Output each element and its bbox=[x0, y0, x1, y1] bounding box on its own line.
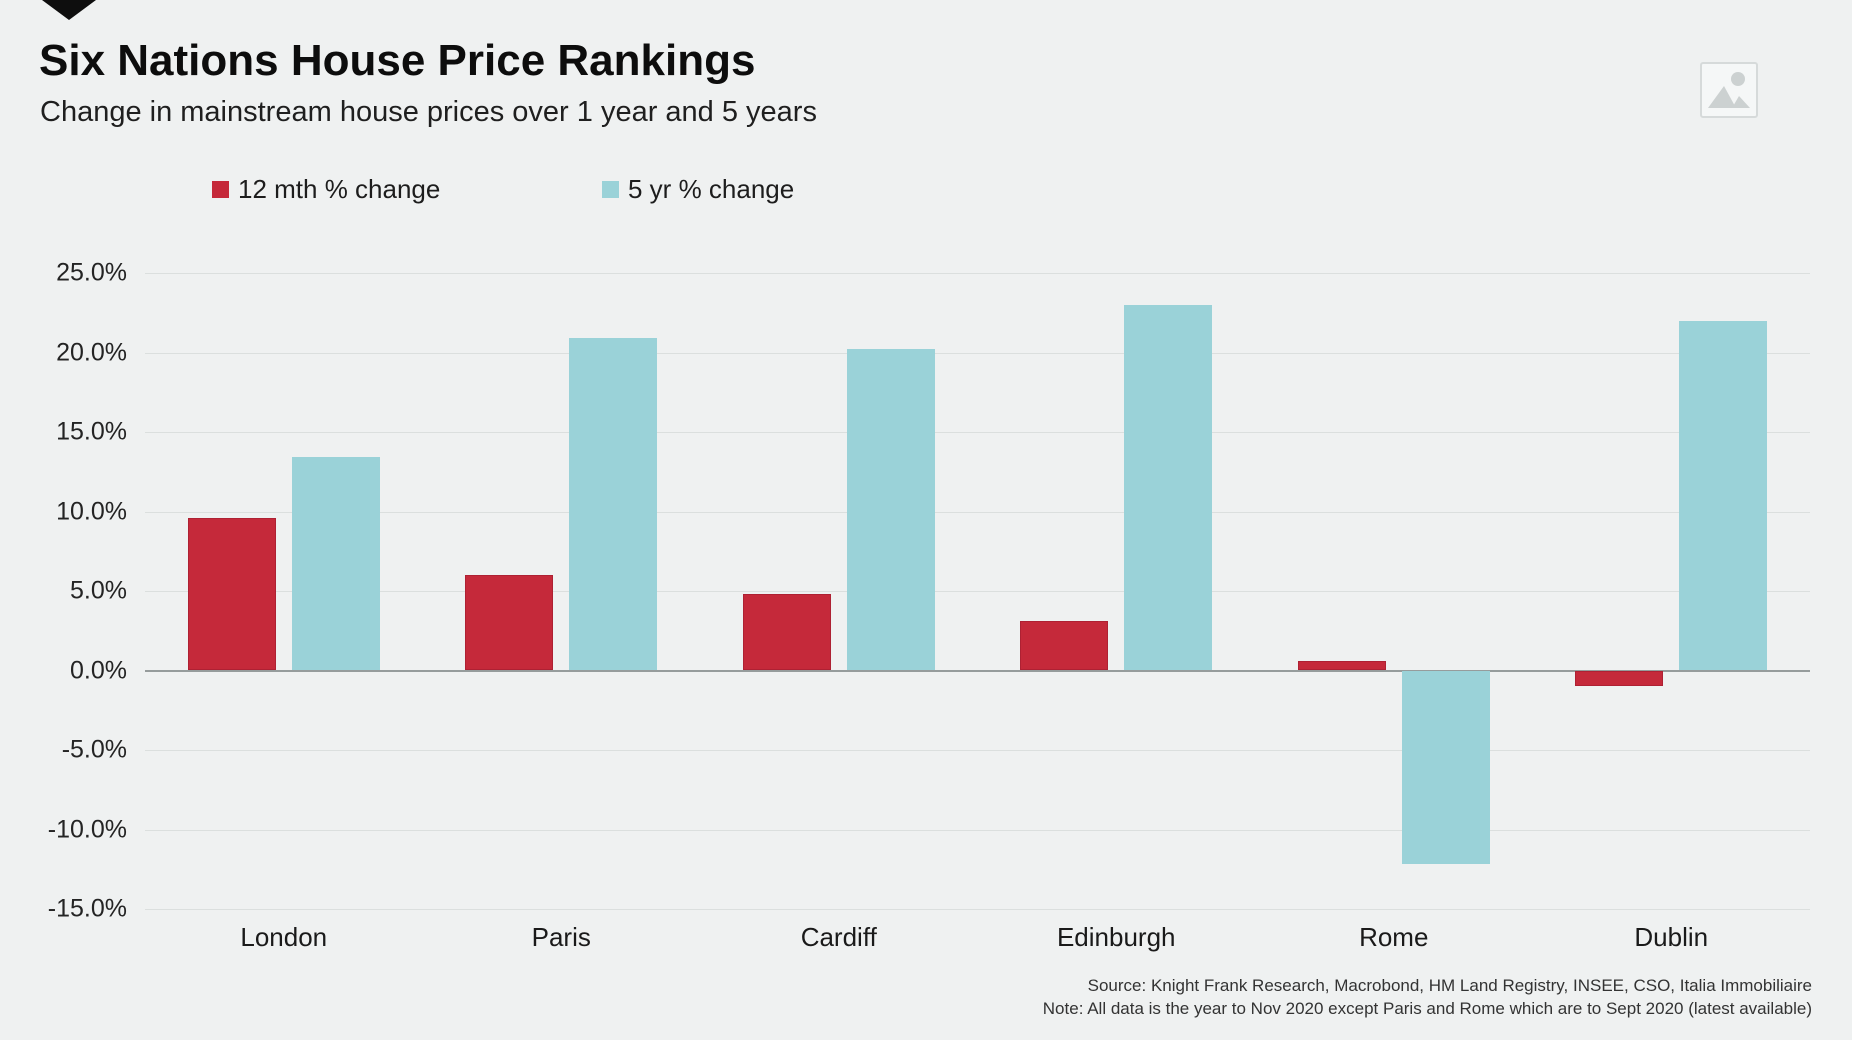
y-axis-tick-label: -15.0% bbox=[47, 894, 127, 923]
legend-item-12mth: 12 mth % change bbox=[212, 174, 440, 204]
down-triangle-marker-icon bbox=[42, 0, 96, 20]
x-axis-category-label: Rome bbox=[1359, 922, 1429, 952]
x-axis-category-label: Paris bbox=[531, 922, 591, 952]
source-line: Source: Knight Frank Research, Macrobond… bbox=[1087, 976, 1812, 995]
note-line: Note: All data is the year to Nov 2020 e… bbox=[1042, 999, 1812, 1018]
gridline bbox=[145, 909, 1810, 910]
gridline bbox=[145, 511, 1810, 513]
source-note-block: Source: Knight Frank Research, Macrobond… bbox=[1043, 974, 1812, 1020]
legend-swatch-12mth bbox=[212, 180, 229, 198]
bar-5yr-cardiff bbox=[846, 349, 935, 671]
zero-axis-line bbox=[145, 669, 1810, 672]
gridline bbox=[145, 591, 1810, 592]
bar-12mth-cardiff bbox=[742, 594, 831, 671]
bar-12mth-paris bbox=[465, 575, 554, 671]
bar-5yr-dublin bbox=[1679, 320, 1768, 671]
chart-subtitle: Change in mainstream house prices over 1… bbox=[40, 96, 817, 128]
bar-12mth-rome bbox=[1297, 660, 1386, 671]
x-axis-labels: London Paris Cardiff Edinburgh Rome Dublin bbox=[145, 922, 1810, 956]
y-axis-tick-label: -5.0% bbox=[61, 735, 127, 764]
legend-label-12mth: 12 mth % change bbox=[238, 173, 441, 204]
y-axis-tick-label: 0.0% bbox=[70, 656, 127, 684]
y-axis-tick-label: 5.0% bbox=[70, 576, 127, 605]
y-axis-tick-label: 15.0% bbox=[56, 417, 127, 446]
y-axis-labels: 25.0% 20.0% 15.0% 10.0% 5.0% 0.0% -5.0% -10.0% -… bbox=[0, 259, 127, 923]
x-axis-category-label: Dublin bbox=[1634, 922, 1709, 952]
plot-area bbox=[145, 273, 1810, 910]
legend-item-5yr: 5 yr % change bbox=[602, 174, 794, 204]
y-axis-tick-label: 10.0% bbox=[56, 497, 127, 525]
image-placeholder-icon bbox=[1700, 62, 1758, 118]
x-axis-category-label: London bbox=[240, 922, 328, 952]
bar-12mth-edinburgh bbox=[1020, 621, 1109, 671]
bar-5yr-edinburgh bbox=[1124, 304, 1213, 671]
legend-swatch-5yr bbox=[602, 180, 619, 198]
y-axis-tick-label: 20.0% bbox=[56, 338, 127, 366]
legend: 12 mth % change 5 yr % change bbox=[0, 174, 1852, 204]
x-axis-category-label: Edinburgh bbox=[1056, 922, 1176, 952]
legend-label-5yr: 5 yr % change bbox=[628, 173, 795, 204]
chart-title: Six Nations House Price Rankings bbox=[39, 36, 756, 85]
bar-5yr-paris bbox=[569, 338, 658, 671]
y-axis-tick-label: 25.0% bbox=[56, 258, 127, 287]
gridline bbox=[145, 352, 1810, 354]
gridline bbox=[145, 273, 1810, 274]
image-placeholder-glyph bbox=[1708, 72, 1750, 108]
gridline bbox=[145, 432, 1810, 433]
x-axis-category-label: Cardiff bbox=[800, 922, 877, 952]
bar-12mth-london bbox=[187, 517, 276, 671]
gridline bbox=[145, 750, 1810, 751]
bar-5yr-london bbox=[291, 457, 380, 671]
y-axis-tick-label: -10.0% bbox=[47, 815, 127, 843]
bar-5yr-rome bbox=[1401, 670, 1490, 865]
bar-12mth-dublin bbox=[1575, 670, 1664, 687]
gridline bbox=[145, 829, 1810, 831]
